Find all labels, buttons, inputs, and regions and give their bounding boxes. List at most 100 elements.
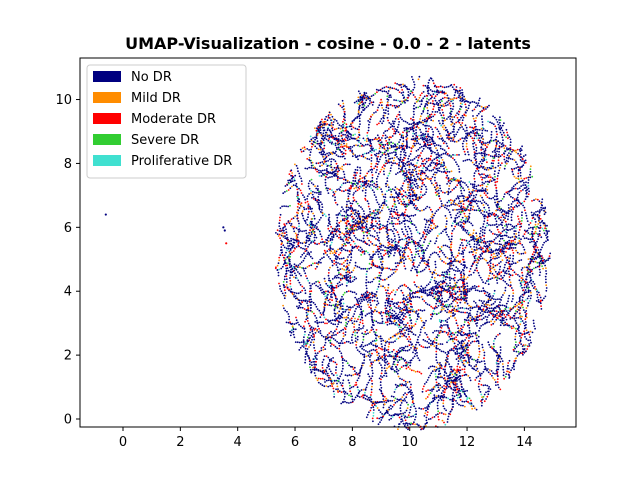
scatter-point — [434, 151, 436, 154]
scatter-point — [361, 226, 364, 229]
scatter-point — [350, 253, 353, 256]
scatter-point — [461, 227, 463, 229]
scatter-point — [529, 297, 532, 300]
scatter-point — [333, 293, 336, 296]
scatter-point — [413, 177, 416, 180]
scatter-point — [478, 347, 481, 350]
scatter-point — [515, 227, 517, 230]
scatter-point — [402, 134, 404, 137]
scatter-point — [282, 234, 285, 237]
scatter-point — [361, 145, 363, 147]
scatter-point — [391, 215, 394, 218]
scatter-point — [428, 229, 431, 232]
scatter-point — [388, 172, 391, 175]
scatter-point — [323, 249, 326, 252]
scatter-point — [480, 127, 483, 130]
scatter-point — [321, 148, 324, 151]
scatter-point — [420, 145, 423, 148]
scatter-point — [455, 322, 458, 325]
scatter-point — [400, 326, 402, 329]
scatter-point — [405, 170, 408, 172]
scatter-point — [534, 260, 537, 263]
scatter-point — [451, 131, 454, 133]
scatter-point — [495, 237, 497, 239]
scatter-point — [416, 341, 418, 344]
scatter-point — [413, 349, 416, 351]
scatter-point — [521, 287, 523, 289]
scatter-point — [411, 326, 413, 329]
scatter-point — [337, 143, 339, 146]
scatter-point — [375, 111, 377, 113]
scatter-point — [393, 99, 395, 101]
scatter-point — [447, 269, 449, 271]
scatter-point — [475, 128, 478, 131]
scatter-point — [499, 155, 502, 158]
scatter-point — [472, 205, 475, 208]
scatter-point — [481, 135, 484, 138]
scatter-point — [455, 97, 458, 100]
scatter-point — [300, 299, 303, 302]
scatter-point — [497, 123, 500, 126]
scatter-point — [405, 409, 408, 412]
scatter-point — [283, 294, 285, 297]
scatter-point — [489, 262, 492, 265]
scatter-point — [422, 338, 425, 341]
scatter-point — [474, 196, 477, 199]
scatter-point — [458, 396, 461, 399]
scatter-point — [369, 234, 372, 237]
scatter-point — [507, 223, 510, 226]
scatter-point — [548, 255, 551, 257]
scatter-point — [441, 90, 444, 93]
scatter-point — [434, 225, 437, 227]
scatter-point — [289, 220, 292, 223]
scatter-point — [406, 173, 408, 176]
scatter-point — [299, 284, 302, 286]
scatter-point — [501, 363, 504, 365]
scatter-point — [439, 197, 441, 200]
scatter-point — [318, 350, 321, 353]
scatter-point — [418, 134, 420, 137]
scatter-point — [321, 212, 324, 215]
scatter-point — [519, 335, 521, 337]
scatter-point — [338, 140, 340, 142]
scatter-point — [412, 130, 415, 133]
scatter-point — [453, 199, 456, 202]
scatter-point — [496, 277, 499, 280]
scatter-point — [411, 168, 414, 171]
scatter-point — [410, 389, 412, 392]
scatter-point — [339, 139, 342, 142]
scatter-point — [332, 344, 335, 346]
scatter-point — [440, 324, 442, 326]
scatter-point — [508, 359, 511, 362]
scatter-point — [464, 373, 467, 376]
scatter-point — [428, 206, 431, 209]
scatter-point — [301, 285, 304, 288]
scatter-point — [413, 256, 416, 258]
scatter-point — [394, 128, 397, 130]
scatter-point — [481, 401, 483, 404]
scatter-point — [306, 317, 309, 319]
scatter-point — [391, 104, 394, 107]
scatter-point — [487, 120, 489, 123]
scatter-point — [279, 207, 282, 209]
scatter-point — [487, 264, 490, 266]
scatter-point — [305, 318, 308, 321]
scatter-point — [330, 287, 332, 290]
scatter-point — [482, 160, 484, 163]
scatter-point — [440, 156, 443, 159]
scatter-point — [407, 91, 410, 93]
scatter-point — [376, 300, 379, 302]
scatter-point — [453, 97, 456, 100]
scatter-point — [516, 163, 518, 166]
scatter-point — [433, 297, 436, 300]
scatter-point — [398, 359, 401, 361]
scatter-point — [476, 367, 479, 370]
scatter-point — [380, 340, 383, 342]
scatter-point — [413, 206, 416, 209]
scatter-point — [367, 303, 370, 306]
scatter-point — [440, 153, 443, 156]
scatter-point — [543, 209, 545, 212]
scatter-point — [424, 118, 426, 121]
scatter-point — [429, 343, 432, 345]
scatter-point — [308, 264, 311, 267]
